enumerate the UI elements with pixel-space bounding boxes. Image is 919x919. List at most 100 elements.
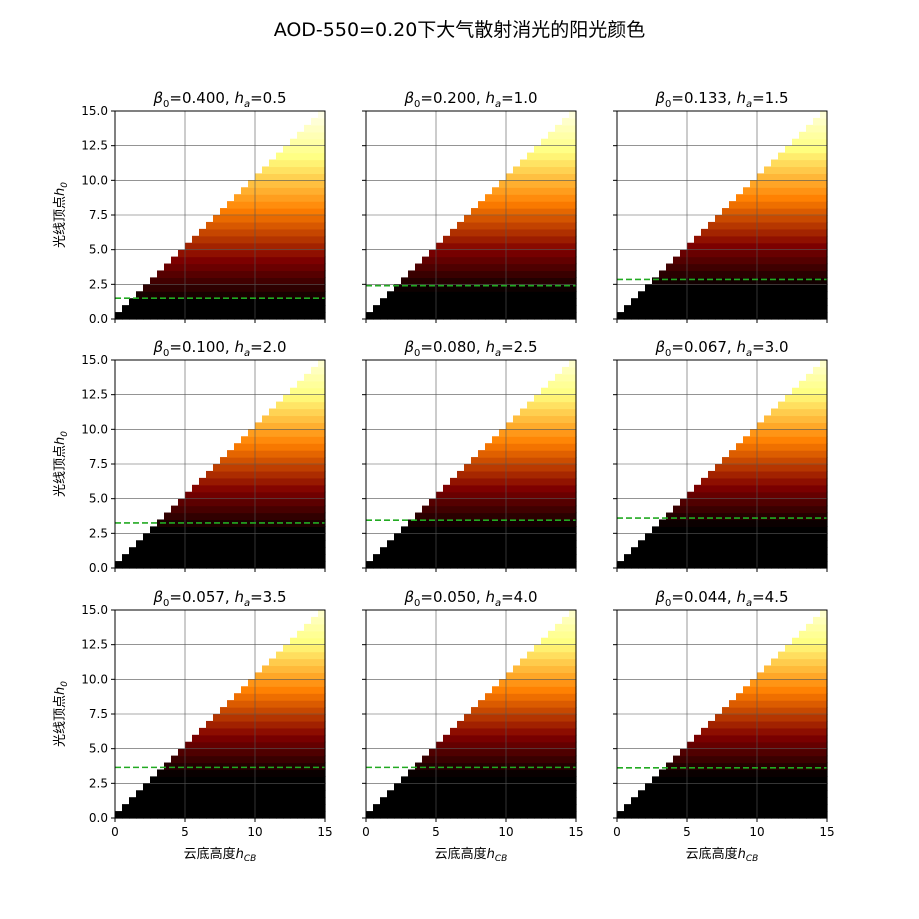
heatmap-cell [304, 561, 312, 569]
heatmap-cell [701, 769, 709, 777]
heatmap-cell [241, 720, 249, 729]
heatmap-cell [506, 491, 514, 500]
heatmap-cell [701, 741, 709, 750]
heatmap-cell [234, 783, 242, 791]
heatmap-cell [304, 145, 312, 154]
heatmap-cell [506, 505, 514, 514]
heatmap-cell [220, 707, 228, 715]
heatmap-cell [443, 512, 451, 521]
heatmap-cell [513, 700, 521, 708]
heatmap-cell [241, 547, 249, 555]
heatmap-cell [457, 734, 465, 743]
heatmap-cell [387, 312, 395, 320]
heatmap-cell [213, 291, 221, 299]
heatmap-cell [541, 665, 549, 673]
heatmap-cell [792, 769, 800, 777]
heatmap-cell [311, 277, 319, 285]
heatmap-cell [178, 249, 186, 258]
heatmap-cell [541, 173, 549, 181]
heatmap-cell [569, 131, 577, 140]
heatmap-cell [806, 187, 814, 195]
heatmap-cell [729, 720, 737, 729]
heatmap-cell [311, 464, 319, 472]
heatmap-cell [297, 180, 305, 188]
heatmap-cell [506, 450, 514, 458]
heatmap-cell [799, 380, 807, 389]
heatmap-cell [199, 797, 207, 805]
heatmap-cell [185, 547, 193, 555]
heatmap-cell [283, 644, 291, 653]
heatmap-cell [499, 554, 507, 562]
heatmap-cell [206, 526, 214, 534]
heatmap-cell [199, 783, 207, 791]
heatmap-cell [164, 540, 172, 548]
heatmap-cell [136, 554, 144, 562]
heatmap-cell [771, 464, 779, 472]
heatmap-cell [318, 422, 326, 430]
heatmap-cell [527, 776, 535, 784]
heatmap-cell [541, 277, 549, 285]
heatmap-cell [311, 436, 319, 444]
heatmap-cell [185, 540, 193, 548]
heatmap-cell [297, 464, 305, 472]
heatmap-cell [318, 519, 326, 527]
heatmap-cell [255, 505, 263, 514]
heatmap-cell [778, 443, 786, 451]
heatmap-cell [415, 284, 423, 292]
heatmap-cell [659, 776, 667, 784]
heatmap-cell [806, 436, 814, 444]
heatmap-cell [729, 263, 737, 272]
heatmap-cell [736, 208, 744, 216]
heatmap-cell [715, 734, 723, 743]
heatmap-cell [513, 201, 521, 209]
heatmap-cell [729, 491, 737, 500]
heatmap-cell [513, 228, 521, 237]
heatmap-cell [304, 679, 312, 687]
heatmap-cell [436, 512, 444, 521]
heatmap-cell [269, 748, 277, 757]
heatmap-cell [129, 561, 137, 569]
heatmap-cell [178, 790, 186, 798]
heatmap-cell [283, 194, 291, 202]
heatmap-cell [262, 797, 270, 805]
heatmap-cell [290, 470, 298, 479]
heatmap-cell [778, 776, 786, 784]
heatmap-cell [283, 679, 291, 687]
heatmap-cell [457, 755, 465, 764]
heatmap-cell [548, 159, 556, 168]
heatmap-cell [262, 291, 270, 299]
heatmap-cell [164, 790, 172, 798]
heatmap-cell [464, 769, 472, 777]
heatmap-cell [708, 235, 716, 244]
heatmap-cell [227, 305, 235, 313]
heatmap-cell [743, 491, 751, 500]
heatmap-cell [192, 804, 200, 812]
heatmap-cell [276, 401, 284, 410]
heatmap-cell [792, 672, 800, 680]
heatmap-cell [297, 284, 305, 292]
heatmap-cell [136, 298, 144, 306]
heatmap-cell [178, 797, 186, 805]
heatmap-cell [241, 561, 249, 569]
heatmap-cell [555, 540, 563, 548]
heatmap-cell [255, 707, 263, 715]
heatmap-cell [269, 221, 277, 230]
heatmap-cell [485, 298, 493, 306]
heatmap-cell [143, 305, 151, 313]
heatmap-cell [631, 312, 639, 320]
heatmap-cell [820, 623, 828, 632]
heatmap-cell [680, 762, 688, 771]
heatmap-cell [778, 686, 786, 694]
heatmap-cell [792, 693, 800, 701]
heatmap-cell [234, 256, 242, 265]
heatmap-cell [555, 201, 563, 209]
heatmap-cell [304, 298, 312, 306]
heatmap-cell [771, 477, 779, 486]
heatmap-cell [499, 547, 507, 555]
heatmap-cell [471, 714, 479, 722]
heatmap-cell [687, 277, 695, 285]
heatmap-cell [450, 790, 458, 798]
heatmap-cell [485, 470, 493, 479]
heatmap-cell [276, 790, 284, 798]
heatmap-cell [178, 263, 186, 272]
